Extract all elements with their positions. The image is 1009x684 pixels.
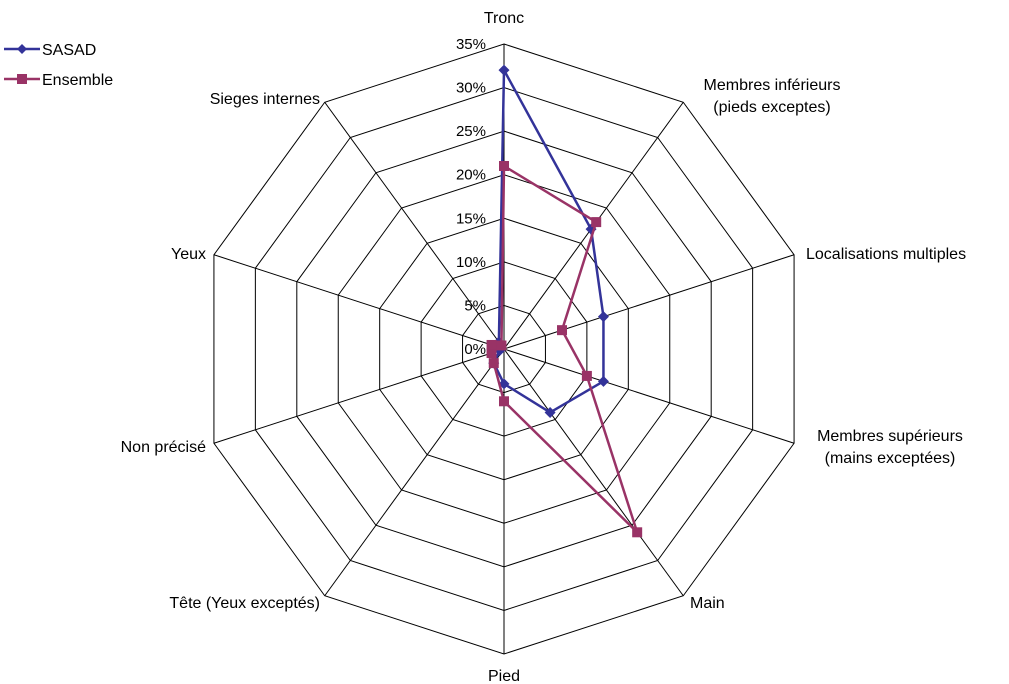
tick-label: 25%	[456, 123, 486, 140]
data-point	[486, 348, 497, 359]
grid-spoke	[213, 348, 505, 444]
legend-label-ensemble: Ensemble	[42, 72, 113, 89]
series-ensemble	[486, 161, 643, 538]
category-labels: Tronc Membres inférieurs (pieds exceptes) L…	[121, 10, 966, 684]
category-label: Membres supérieurs (mains exceptées)	[817, 428, 963, 467]
tick-label: 20%	[456, 167, 486, 184]
tick-label: 10%	[456, 254, 486, 271]
tick-label: 35%	[456, 36, 486, 53]
data-point	[597, 311, 609, 323]
grid-spoke	[324, 348, 505, 597]
category-label: Membres inférieurs (pieds exceptes)	[704, 77, 841, 116]
data-point	[632, 527, 643, 538]
data-point	[499, 161, 509, 171]
legend-label-sasad: SASAD	[42, 42, 96, 59]
category-label: Main	[690, 595, 725, 612]
series-layer	[486, 64, 643, 538]
category-label: Non précisé	[121, 439, 206, 456]
tick-label: 5%	[464, 297, 486, 314]
legend-marker-sasad	[17, 44, 27, 54]
tick-label: 15%	[456, 210, 486, 227]
grid-spoke	[503, 254, 795, 350]
data-point	[499, 396, 509, 407]
radar-spokes	[213, 44, 795, 654]
tick-label: 0%	[464, 341, 486, 358]
legend-marker-ensemble	[17, 74, 27, 84]
data-point	[591, 217, 602, 228]
data-point	[557, 325, 568, 336]
data-point	[496, 340, 507, 351]
data-point	[486, 339, 497, 350]
data-point	[488, 358, 499, 369]
category-label: Sieges internes	[210, 91, 320, 108]
grid-spoke	[503, 348, 684, 597]
data-point	[581, 370, 592, 381]
data-point	[544, 406, 556, 418]
tick-labels: 0% 5% 10% 15% 20% 25% 30% 35%	[456, 36, 486, 358]
legend-item-sasad: SASAD	[4, 42, 96, 59]
legend: SASAD Ensemble	[4, 42, 113, 89]
category-label: Yeux	[171, 246, 206, 263]
category-label: Tronc	[484, 10, 524, 27]
grid-spoke	[503, 348, 795, 444]
category-label: Tête (Yeux exceptés)	[169, 595, 320, 612]
category-label: Pied	[488, 668, 520, 684]
data-point	[597, 375, 609, 387]
grid-spoke	[213, 254, 505, 350]
data-point	[498, 64, 510, 76]
tick-label: 30%	[456, 80, 486, 97]
category-label: Localisations multiples	[806, 246, 966, 263]
grid-spoke	[324, 101, 505, 350]
legend-item-ensemble: Ensemble	[4, 72, 113, 89]
